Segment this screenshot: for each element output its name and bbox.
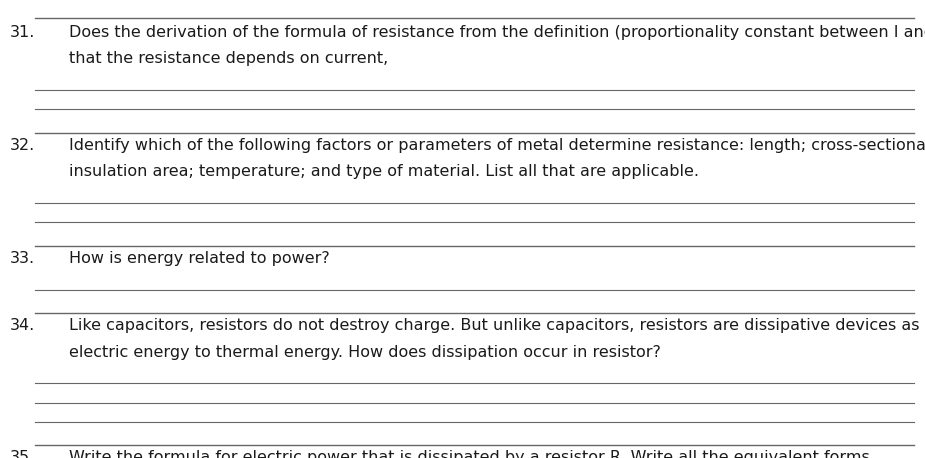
Text: Write the formula for electric power that is dissipated by a resistor R. Write a: Write the formula for electric power tha…	[69, 450, 875, 458]
Text: 33.: 33.	[10, 251, 35, 266]
Text: 32.: 32.	[10, 138, 35, 153]
Text: How is energy related to power?: How is energy related to power?	[69, 251, 330, 266]
Text: Does the derivation of the formula of resistance from the definition (proportion: Does the derivation of the formula of re…	[69, 25, 925, 40]
Text: 35.: 35.	[10, 450, 35, 458]
Text: 31.: 31.	[10, 25, 35, 40]
Text: that the resistance depends on current,: that the resistance depends on current,	[69, 51, 394, 66]
Text: 34.: 34.	[10, 318, 35, 333]
Text: electric energy to thermal energy. How does dissipation occur in resistor?: electric energy to thermal energy. How d…	[69, 344, 661, 360]
Text: Identify which of the following factors or parameters of metal determine resista: Identify which of the following factors …	[69, 138, 925, 153]
Text: insulation area; temperature; and type of material. List all that are applicable: insulation area; temperature; and type o…	[69, 164, 699, 180]
Text: Like capacitors, resistors do not destroy charge. But unlike capacitors, resisto: Like capacitors, resistors do not destro…	[69, 318, 925, 333]
